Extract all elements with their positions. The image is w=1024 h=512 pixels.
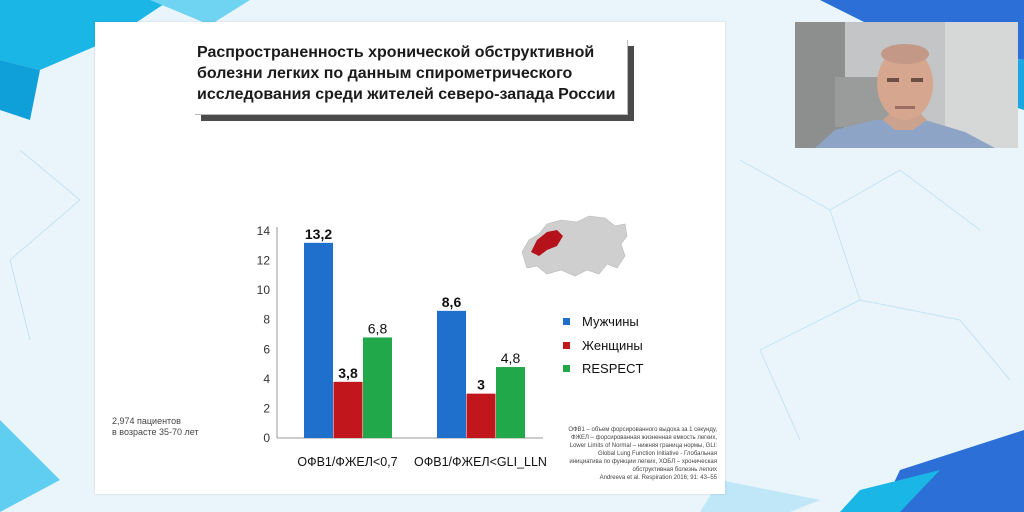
patients-age: в возрасте 35-70 лет — [112, 427, 199, 437]
russia-map-icon — [521, 215, 628, 277]
bar — [466, 393, 496, 438]
bar-value-label: 3 — [477, 377, 485, 393]
legend-item-respect: RESPECT — [563, 357, 643, 381]
slide-title-box: Распространенность хронической обструкти… — [195, 40, 628, 115]
footnote-text: ОФВ1 – объем форсированного выдоха за 1 … — [568, 427, 717, 473]
y-tick-label: 2 — [263, 401, 270, 415]
y-tick-label: 0 — [263, 431, 270, 445]
legend-swatch-respect — [563, 365, 570, 373]
patients-note: 2,974 пациентов в возрасте 35-70 лет — [112, 416, 232, 438]
category-labels-group: ОФВ1/ФЖЕЛ<0,7 ОФВ1/ФЖЕЛ<GLI_LLN — [297, 455, 547, 469]
legend-swatch-women — [563, 341, 570, 349]
bar-value-label: 3,8 — [338, 365, 358, 381]
y-tick-label: 6 — [263, 342, 270, 356]
bar-value-label: 8,6 — [442, 294, 462, 310]
patients-count: 2,974 пациентов — [112, 416, 181, 426]
bar — [333, 381, 363, 438]
bar-value-label: 4,8 — [501, 350, 521, 366]
y-axis-ticks: 0 2 4 6 8 10 12 14 — [257, 224, 271, 445]
presenter-video-icon — [795, 22, 1018, 148]
y-tick-label: 10 — [257, 283, 271, 297]
footnote: ОФВ1 – объем форсированного выдоха за 1 … — [565, 426, 717, 482]
bar — [496, 367, 525, 438]
y-tick-label: 14 — [257, 224, 271, 238]
legend-label-men: Мужчины — [582, 314, 639, 330]
bar-chart: 0 2 4 6 8 10 12 14 13,2 3,8 6,8 8,6 3 4,8 ОФВ1/ФЖЕЛ<… — [257, 224, 547, 469]
slide-title: Распространенность хронической обструкти… — [197, 44, 616, 103]
data-labels-group: 13,2 3,8 6,8 8,6 3 4,8 — [305, 226, 521, 393]
category-label: ОФВ1/ФЖЕЛ<GLI_LLN — [414, 455, 547, 469]
category-label: ОФВ1/ФЖЕЛ<0,7 — [297, 455, 397, 469]
bar — [363, 337, 392, 438]
y-tick-label: 12 — [257, 254, 271, 268]
legend-label-respect: RESPECT — [582, 361, 644, 377]
chart-legend: Мужчины Женщины RESPECT — [563, 310, 643, 381]
citation: Andreeva et al. Respiration 2016; 91: 43… — [599, 475, 717, 481]
legend-item-women: Женщины — [563, 334, 643, 358]
y-tick-label: 8 — [263, 313, 270, 327]
bar-value-label: 13,2 — [305, 226, 332, 242]
y-tick-label: 4 — [263, 372, 270, 386]
webcam-video[interactable] — [795, 22, 1018, 148]
legend-swatch-men — [563, 318, 570, 326]
bar — [304, 242, 333, 438]
bars-group — [304, 242, 525, 438]
bar — [437, 310, 466, 438]
legend-label-women: Женщины — [582, 337, 643, 353]
bar-value-label: 6,8 — [368, 320, 388, 336]
presentation-slide: Распространенность хронической обструкти… — [95, 22, 725, 494]
legend-item-men: Мужчины — [563, 310, 643, 334]
